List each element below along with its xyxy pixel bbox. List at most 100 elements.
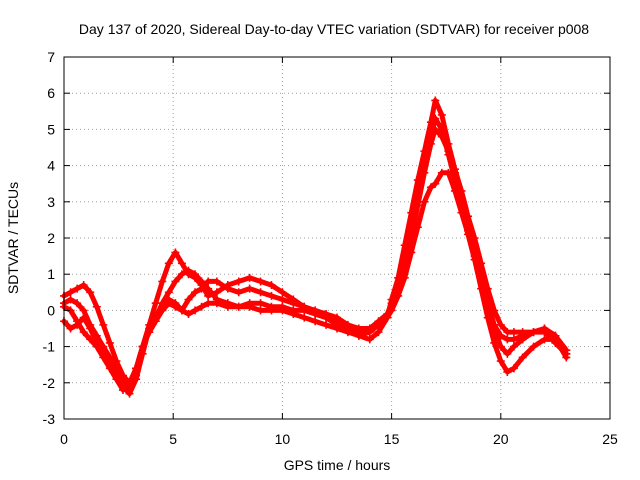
- data-point: [164, 259, 173, 268]
- data-point: [426, 183, 435, 192]
- data-point: [407, 248, 416, 257]
- data-point: [477, 284, 486, 293]
- data-point: [171, 248, 180, 257]
- data-point: [464, 230, 473, 239]
- data-point: [177, 306, 186, 315]
- data-point: [158, 299, 167, 308]
- ticks: -3 -2 -1 0 1 2 3 4 5 6 7 0 5 10 15 20 25: [43, 49, 618, 447]
- data-point: [450, 186, 459, 195]
- x-axis-label: GPS time / hours: [284, 457, 391, 473]
- data-point: [529, 342, 538, 351]
- data-point: [151, 313, 160, 322]
- data-point: [394, 291, 403, 300]
- data-point: [66, 288, 75, 297]
- data-point: [184, 266, 193, 275]
- data-point: [267, 291, 276, 300]
- x-tick-label: 20: [493, 431, 509, 447]
- data-point: [420, 157, 429, 166]
- y-tick-label: 4: [47, 158, 55, 174]
- data-point: [256, 306, 265, 315]
- data-point: [145, 328, 154, 337]
- data-point: [105, 364, 114, 373]
- y-tick-label: -2: [43, 375, 56, 391]
- data-point: [184, 295, 193, 304]
- data-point: [92, 342, 101, 351]
- data-point: [300, 313, 309, 322]
- data-point: [470, 255, 479, 264]
- data-point: [92, 331, 101, 340]
- data-point: [540, 324, 549, 333]
- x-tick-label: 5: [169, 431, 177, 447]
- data-point: [496, 357, 505, 366]
- data-point: [191, 306, 200, 315]
- data-point: [177, 259, 186, 268]
- y-tick-label: -1: [43, 339, 56, 355]
- y-tick-label: 1: [47, 266, 55, 282]
- data-point: [66, 295, 75, 304]
- data-point: [529, 328, 538, 337]
- data-point: [191, 270, 200, 279]
- data-point: [509, 328, 518, 337]
- data-point: [223, 281, 232, 290]
- series-track-2: [60, 96, 571, 398]
- data-point: [444, 150, 453, 159]
- data-point: [99, 320, 108, 329]
- data-point: [132, 364, 141, 373]
- data-point: [267, 281, 276, 290]
- data-point: [289, 310, 298, 319]
- data-point: [333, 324, 341, 333]
- data-point: [105, 338, 114, 347]
- data-point: [562, 353, 571, 362]
- data-point: [267, 306, 276, 315]
- data-point: [354, 331, 363, 340]
- data-point: [509, 342, 518, 351]
- y-tick-label: -3: [43, 411, 56, 427]
- data-point: [374, 320, 383, 329]
- data-point: [437, 110, 446, 119]
- data-point: [234, 302, 243, 311]
- data-point: [322, 320, 331, 329]
- data-layer: [60, 96, 571, 398]
- data-point: [73, 299, 82, 308]
- data-point: [112, 375, 121, 384]
- data-point: [311, 317, 320, 326]
- data-point: [343, 328, 352, 337]
- data-point: [551, 335, 560, 344]
- data-point: [177, 270, 186, 279]
- data-point: [256, 277, 265, 286]
- x-tick-label: 15: [384, 431, 400, 447]
- y-tick-label: 6: [47, 85, 55, 101]
- data-point: [164, 288, 173, 297]
- data-point: [509, 335, 518, 344]
- data-point: [197, 277, 206, 286]
- data-point: [431, 114, 440, 123]
- x-tick-label: 25: [602, 431, 618, 447]
- chart-title: Day 137 of 2020, Sidereal Day-to-day VTE…: [79, 21, 589, 37]
- x-tick-label: 10: [275, 431, 291, 447]
- data-point: [245, 284, 254, 293]
- data-point: [92, 302, 101, 311]
- data-point: [118, 386, 127, 395]
- data-point: [234, 288, 243, 297]
- x-tick-label: 0: [60, 431, 68, 447]
- data-point: [138, 342, 147, 351]
- data-point: [483, 313, 492, 322]
- data-point: [245, 302, 254, 311]
- grid: [64, 57, 610, 419]
- data-point: [311, 306, 320, 315]
- data-point: [66, 324, 75, 333]
- data-point: [223, 299, 232, 308]
- data-point: [171, 299, 180, 308]
- data-point: [256, 288, 265, 297]
- data-point: [333, 313, 341, 322]
- y-axis-label: SDTVAR / TECUs: [5, 182, 21, 294]
- series-track-3: [60, 114, 571, 395]
- data-point: [300, 302, 309, 311]
- data-point: [212, 295, 221, 304]
- data-point: [503, 349, 512, 358]
- data-point: [518, 335, 527, 344]
- data-point: [413, 190, 422, 199]
- data-point: [431, 96, 440, 105]
- data-point: [503, 367, 512, 376]
- data-point: [278, 288, 287, 297]
